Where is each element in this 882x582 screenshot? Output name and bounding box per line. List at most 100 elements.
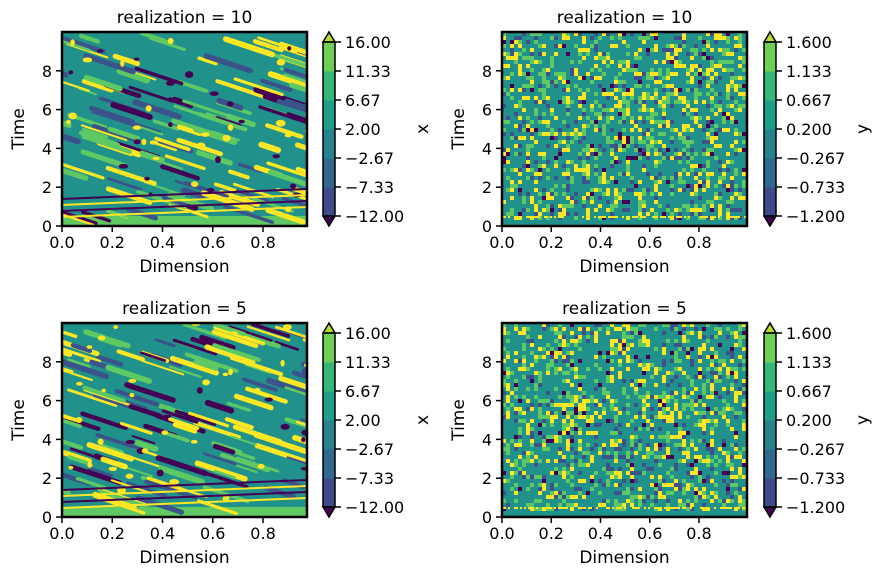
heatmap-cell — [734, 48, 738, 52]
heatmap-cell — [666, 439, 670, 443]
heatmap-cell — [614, 88, 618, 92]
heatmap-streak — [258, 141, 282, 154]
heatmap-cell — [710, 216, 712, 218]
heatmap-cell — [670, 212, 674, 216]
heatmap-cell — [558, 503, 562, 507]
heatmap-cell — [702, 459, 706, 463]
heatmap-streak — [134, 66, 184, 86]
heatmap-cell — [544, 216, 546, 218]
heatmap-cell — [686, 104, 690, 108]
heatmap-cell — [710, 140, 714, 144]
heatmap-cell — [726, 40, 730, 44]
heatmap-cell — [702, 375, 706, 379]
heatmap-cell — [542, 447, 546, 451]
heatmap-cell — [630, 327, 634, 331]
heatmap-cell — [670, 176, 674, 180]
heatmap-cell — [514, 52, 518, 56]
heatmap-spot — [87, 462, 93, 468]
heatmap-cell — [662, 395, 666, 399]
heatmap-cell — [726, 88, 730, 92]
heatmap-cell — [726, 391, 730, 395]
heatmap-cell — [596, 507, 598, 509]
heatmap-cell — [618, 447, 622, 451]
heatmap-cell — [714, 72, 718, 76]
heatmap-cell — [610, 176, 614, 180]
heatmap-cell — [634, 443, 638, 447]
heatmap-cell — [654, 395, 658, 399]
heatmap-cell — [718, 447, 722, 451]
heatmap-streak — [204, 399, 235, 414]
heatmap-cell — [542, 208, 546, 212]
heatmap-cell — [714, 391, 718, 395]
heatmap-cell — [738, 108, 742, 112]
heatmap-cell — [742, 447, 746, 451]
heatmap-cell — [590, 419, 594, 423]
heatmap-cell — [518, 168, 522, 172]
heatmap-cell — [634, 415, 638, 419]
heatmap-cell — [662, 176, 666, 180]
heatmap-cell — [642, 36, 646, 40]
heatmap-cell — [654, 443, 658, 447]
heatmap-cell — [742, 323, 746, 327]
heatmap-cell — [642, 463, 646, 467]
heatmap-cell — [646, 427, 650, 431]
heatmap-spot — [257, 463, 265, 469]
heatmap-cell — [578, 48, 582, 52]
heatmap-cell — [606, 188, 610, 192]
heatmap-streak — [169, 365, 202, 379]
heatmap-cell — [682, 423, 686, 427]
heatmap-cell — [694, 487, 698, 491]
heatmap-cell — [546, 80, 550, 84]
heatmap-cell — [742, 335, 746, 339]
heatmap-cell — [626, 359, 630, 363]
heatmap-cell — [710, 88, 714, 92]
heatmap-cell — [638, 152, 642, 156]
heatmap-cell — [674, 48, 678, 52]
heatmap-streak — [154, 338, 176, 348]
heatmap-cell — [710, 136, 714, 140]
heatmap-cell — [654, 32, 658, 36]
heatmap-streak — [62, 36, 106, 54]
heatmap-cell — [668, 216, 670, 218]
heatmap-cell — [606, 375, 610, 379]
heatmap-cell — [638, 148, 642, 152]
heatmap-cell — [678, 435, 682, 439]
heatmap-streak — [140, 359, 185, 376]
heatmap-cell — [558, 148, 562, 152]
heatmap-cell — [650, 475, 654, 479]
heatmap-cell — [618, 60, 622, 64]
heatmap-spot — [75, 381, 83, 386]
heatmap-streak — [119, 421, 153, 435]
heatmap-cell — [614, 44, 618, 48]
heatmap-cell — [706, 148, 710, 152]
heatmap-cell — [634, 184, 638, 188]
heatmap-cell — [734, 431, 738, 435]
heatmap-streak — [203, 53, 254, 74]
heatmap-cell — [730, 184, 734, 188]
heatmap-streak — [124, 382, 176, 403]
heatmap-cell — [550, 355, 554, 359]
heatmap-cell — [546, 411, 550, 415]
heatmap-cell — [518, 40, 522, 44]
heatmap-cell — [646, 455, 650, 459]
heatmap-cell — [530, 144, 534, 148]
heatmap-cell — [654, 60, 658, 64]
heatmap-cell — [590, 76, 594, 80]
heatmap-cell — [526, 164, 530, 168]
heatmap-cell — [528, 216, 530, 218]
heatmap-spot — [118, 163, 129, 169]
heatmap-cell — [698, 335, 702, 339]
heatmap-cell — [686, 204, 690, 208]
heatmap-cell — [522, 451, 526, 455]
heatmap-cell — [502, 156, 506, 160]
heatmap-cell — [618, 196, 622, 200]
heatmap-cell — [722, 112, 726, 116]
heatmap-cell — [662, 495, 666, 499]
heatmap-cell — [658, 148, 662, 152]
heatmap-cell — [562, 359, 566, 363]
heatmap-streak — [184, 352, 239, 373]
heatmap-cell — [638, 443, 642, 447]
heatmap-cell — [534, 128, 538, 132]
heatmap-cell — [558, 351, 562, 355]
heatmap-cell — [518, 455, 522, 459]
